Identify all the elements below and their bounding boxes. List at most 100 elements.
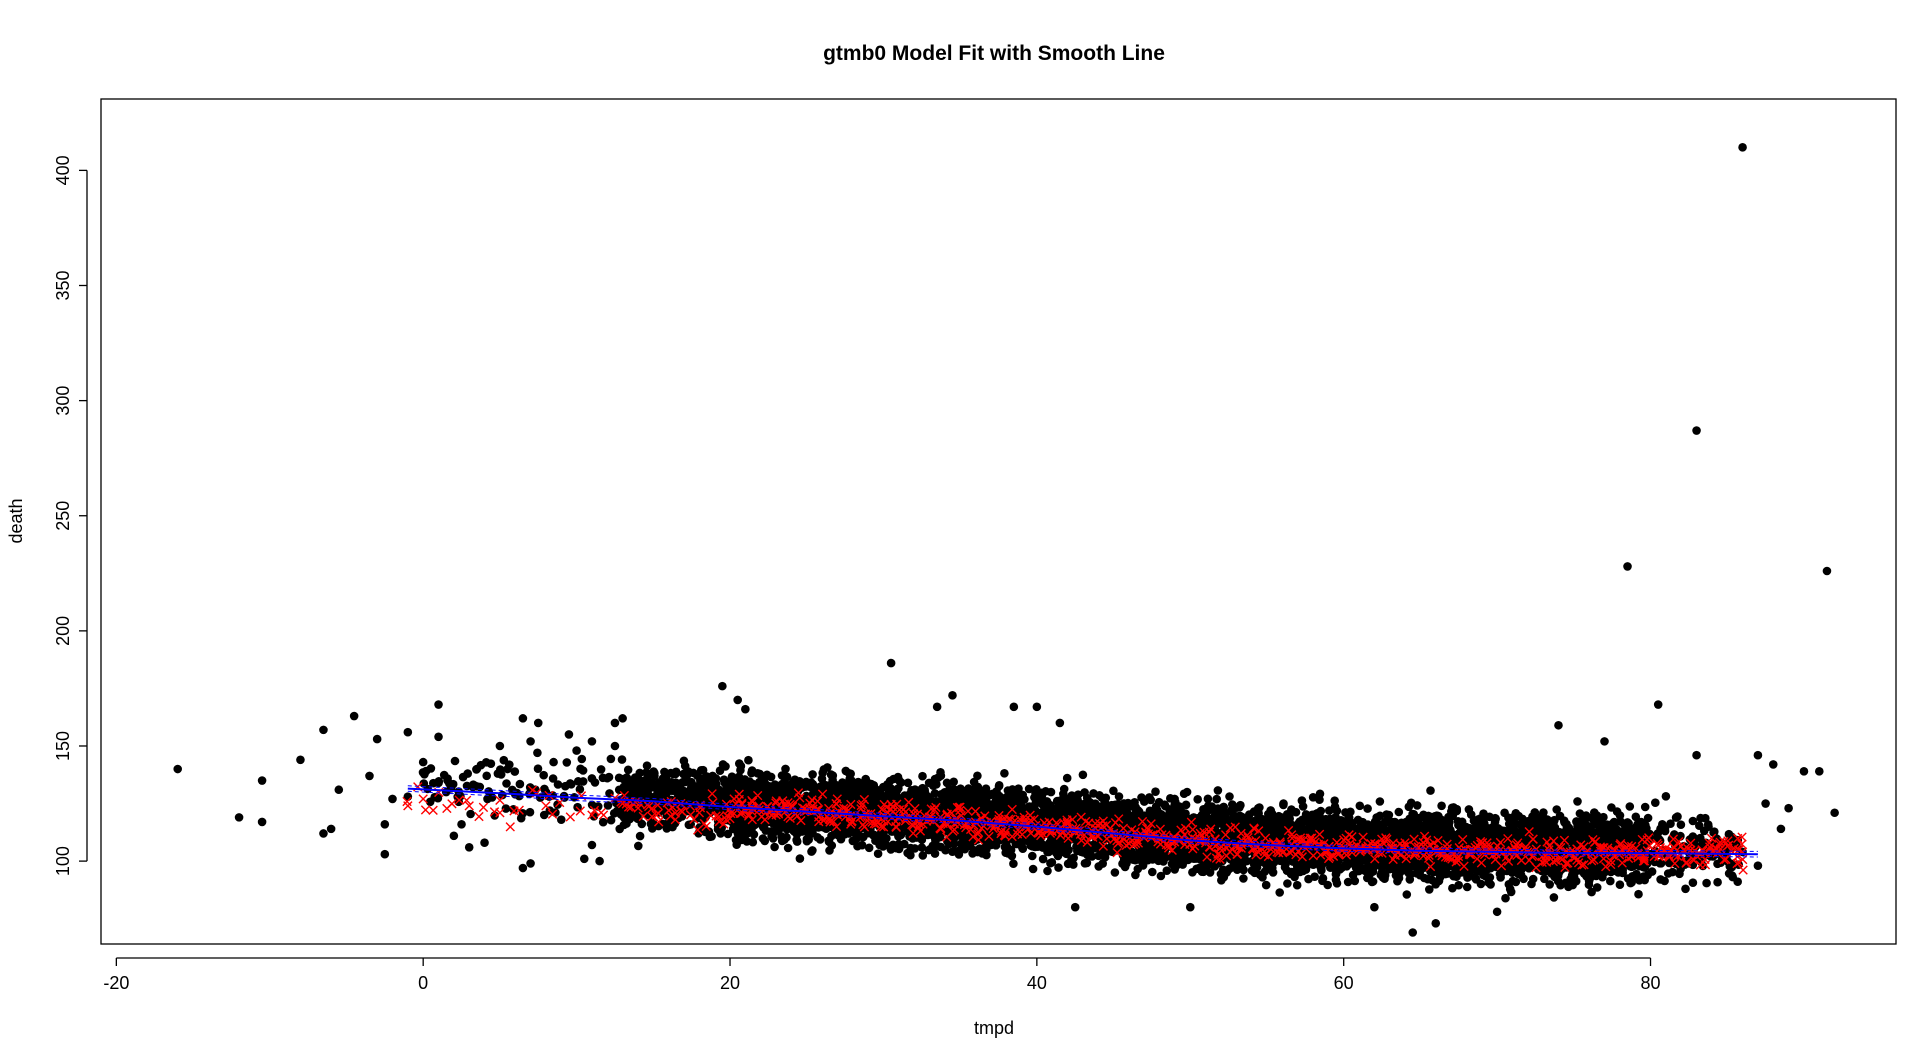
observed-point: [1282, 810, 1292, 819]
observed-point: [895, 776, 904, 785]
observed-point: [1279, 799, 1288, 808]
observed-point: [991, 840, 1001, 850]
x-tick-label: -20: [103, 973, 129, 993]
observed-point: [1261, 880, 1271, 890]
observed-point: [845, 774, 854, 784]
observed-point: [1421, 814, 1431, 824]
observed-point: [736, 765, 745, 775]
observed-point: [1394, 807, 1404, 817]
observed-point: [1428, 823, 1438, 833]
observed-point: [1114, 804, 1123, 814]
observed-point: [792, 835, 801, 845]
observed-point: [761, 826, 771, 835]
observed-points-cloud: [418, 748, 1743, 903]
observed-point: [1213, 786, 1223, 795]
observed-point: [596, 765, 606, 774]
observed-point: [578, 777, 588, 786]
observed-point: [716, 829, 725, 838]
observed-point: [469, 780, 478, 789]
observed-point: [793, 777, 803, 787]
observed-point: [496, 770, 506, 779]
y-tick-label: 100: [53, 846, 73, 876]
y-tick-label: 250: [53, 501, 73, 531]
observed-point: [984, 834, 993, 844]
observed-point: [1174, 807, 1184, 816]
observed-point: [1146, 795, 1155, 805]
observed-point: [795, 854, 805, 863]
y-tick-label: 200: [53, 616, 73, 646]
observed-point: [1275, 888, 1284, 897]
observed-point: [892, 843, 901, 853]
observed-point: [622, 819, 631, 828]
observed-point: [923, 830, 933, 840]
observed-point: [700, 789, 709, 798]
observed-point: [1091, 799, 1100, 808]
observed-point: [783, 843, 793, 853]
observed-point: [914, 831, 923, 841]
observed-point: [1182, 787, 1192, 797]
observed-point: [1221, 808, 1231, 818]
observed-point: [786, 821, 795, 831]
observed-point: [782, 772, 792, 782]
observed-point: [978, 849, 987, 858]
observed-point: [510, 767, 520, 776]
observed-point: [1390, 827, 1399, 836]
observed-point: [1078, 770, 1088, 780]
observed-point: [735, 759, 744, 768]
observed-point: [760, 789, 769, 798]
observed-point: [903, 778, 913, 788]
observed-point: [665, 778, 674, 787]
chart-title: gtmb0 Model Fit with Smooth Line: [823, 42, 1165, 65]
observed-point: [655, 780, 664, 789]
observed-point: [634, 841, 643, 851]
observed-point: [1225, 792, 1234, 801]
observed-point: [1289, 822, 1299, 832]
observed-point: [822, 800, 832, 809]
observed-point: [737, 790, 747, 799]
observed-point: [707, 832, 716, 841]
observed-point: [930, 849, 940, 858]
observed-point: [770, 842, 779, 852]
observed-point: [1255, 803, 1264, 812]
observed-point: [1052, 849, 1062, 858]
observed-point: [1129, 802, 1139, 811]
observed-point: [1239, 874, 1248, 883]
observed-point: [1038, 840, 1047, 849]
observed-point: [1268, 868, 1278, 877]
observed-point: [906, 843, 915, 853]
observed-point: [877, 828, 886, 837]
observed-point: [668, 769, 678, 779]
observed-point: [1355, 801, 1365, 811]
observed-point: [1090, 843, 1099, 853]
observed-point: [684, 767, 693, 776]
observed-point: [1006, 845, 1016, 855]
observed-point: [642, 761, 652, 770]
observed-point: [649, 767, 658, 776]
observed-point: [1412, 801, 1422, 810]
observed-point: [1212, 794, 1221, 804]
observed-point: [791, 827, 801, 836]
observed-point: [1131, 870, 1140, 880]
observed-point: [1193, 795, 1202, 804]
observed-point: [1426, 786, 1435, 795]
observed-point: [1059, 784, 1069, 794]
observed-point: [693, 771, 702, 780]
observed-point: [575, 785, 585, 794]
observed-point: [539, 770, 548, 780]
observed-point: [939, 804, 948, 814]
observed-point: [722, 780, 731, 790]
x-tick-label: 0: [418, 973, 428, 993]
observed-point: [853, 841, 862, 851]
observed-point: [466, 809, 475, 819]
observed-point: [1181, 800, 1191, 810]
observed-point: [646, 778, 655, 788]
observed-point: [450, 756, 460, 766]
observed-point: [949, 777, 958, 787]
observed-point: [748, 837, 758, 847]
observed-point: [828, 771, 838, 780]
observed-point: [1437, 801, 1446, 811]
observed-point: [1199, 857, 1208, 867]
observed-point: [906, 850, 915, 860]
